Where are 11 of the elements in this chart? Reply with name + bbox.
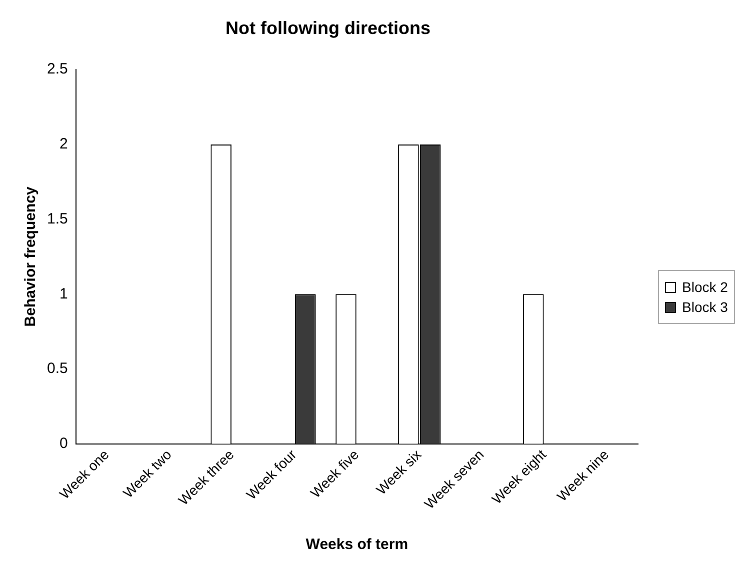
y-tick-label: 0 <box>60 434 68 452</box>
chart-title: Not following directions <box>226 18 430 38</box>
x-axis-title: Weeks of term <box>306 536 408 554</box>
y-axis-title: Behavior frequency <box>22 186 40 327</box>
y-tick-label: 0.5 <box>46 360 68 378</box>
y-tick-label: 1.5 <box>46 210 68 228</box>
y-tick-label: 1 <box>60 285 68 302</box>
legend-label: Block 3 <box>682 299 728 315</box>
y-tick-label: 2.5 <box>46 60 68 78</box>
y-tick-label: 2 <box>60 136 68 153</box>
text: Block 2 <box>682 279 728 295</box>
